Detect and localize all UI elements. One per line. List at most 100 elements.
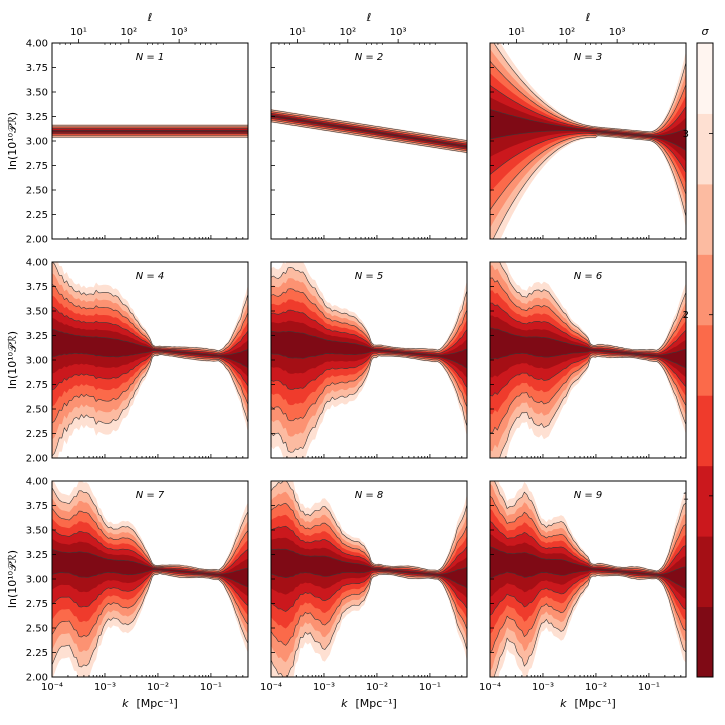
colorbar-segment — [697, 183, 713, 255]
sigma-band — [52, 549, 248, 587]
y-tick-label: 4.00 — [26, 39, 48, 50]
contour-line — [490, 108, 686, 151]
sigma-band — [490, 97, 686, 162]
top-tick-label: 10³ — [609, 27, 626, 38]
panel: N = 6 — [489, 261, 687, 459]
contour-line — [271, 112, 467, 150]
x-tick-label: 10⁻³ — [94, 682, 116, 693]
contour-bands — [490, 43, 686, 239]
contour-line — [52, 486, 248, 668]
colorbar: 1 2 3 σ — [683, 25, 714, 678]
contour-line — [52, 507, 248, 638]
contour-line — [271, 114, 467, 148]
sigma-band — [490, 546, 686, 589]
y-tick-label: 2.00 — [26, 235, 48, 246]
contour-line — [490, 327, 686, 369]
contour-line — [271, 309, 467, 390]
y-tick-label: 2.75 — [26, 599, 48, 610]
y-tick-label: 4.00 — [26, 477, 48, 488]
sigma-band — [271, 549, 467, 588]
contour-line — [490, 302, 686, 397]
y-tick-label: 3.00 — [26, 356, 48, 367]
colorbar-tick-label: 1 — [683, 491, 689, 502]
y-tick-label: 2.50 — [26, 624, 48, 635]
colorbar-segment — [697, 395, 713, 467]
colorbar-segment — [697, 43, 713, 114]
panels-group: N = 1 2.00 2.25 2.50 2.75 3.00 3.25 3.50 3.75 4.0… — [6, 11, 687, 710]
sigma-band — [52, 329, 248, 368]
x-axis-label: k [Mpc⁻¹] — [341, 697, 397, 710]
panel: N = 2 10¹ 10² 10³ ℓ — [270, 11, 468, 240]
colorbar-frame — [696, 42, 714, 678]
y-tick-label: 2.75 — [26, 161, 48, 172]
y-tick-label: 3.50 — [26, 88, 48, 99]
panel-label: N = 8 — [355, 490, 384, 501]
x-tick-label: 10⁻⁴ — [479, 682, 501, 693]
y-tick-label: 2.25 — [26, 210, 48, 221]
contour-bands — [271, 108, 467, 154]
contour-line — [52, 130, 248, 133]
contour-bands — [52, 262, 248, 458]
contour-line — [271, 481, 467, 677]
x-tick-label: 10⁻⁴ — [260, 682, 282, 693]
contour-bands — [490, 481, 686, 677]
top-tick-label: 10¹ — [289, 27, 306, 38]
contour-line — [52, 124, 248, 138]
x-tick-label: 10⁻³ — [313, 682, 335, 693]
contour-line — [52, 306, 248, 391]
contour-line — [490, 495, 686, 654]
sigma-band — [490, 315, 686, 378]
x-tick-label: 10⁻¹ — [638, 682, 660, 693]
contour-line — [52, 528, 248, 608]
contour-bands — [271, 262, 467, 458]
panel-label: N = 1 — [136, 52, 165, 63]
y-tick-label: 3.75 — [26, 501, 48, 512]
contour-line — [52, 283, 248, 424]
colorbar-segment — [697, 536, 713, 608]
y-tick-label: 2.00 — [26, 454, 48, 465]
y-tick-label: 2.25 — [26, 648, 48, 659]
contour-line — [490, 481, 686, 677]
contour-line — [52, 128, 248, 135]
x-tick-label: 10⁻¹ — [419, 682, 441, 693]
contour-line — [490, 546, 686, 589]
y-tick-label: 3.00 — [26, 575, 48, 586]
colorbar-segment — [697, 254, 713, 326]
colorbar-segment — [697, 465, 713, 537]
y-tick-label: 3.25 — [26, 331, 48, 342]
contour-line — [490, 262, 686, 458]
panel: N = 9 10⁻⁴ 10⁻³ 10⁻² 10⁻¹ k [Mpc⁻¹] — [479, 480, 687, 710]
top-axis-label: ℓ — [147, 11, 153, 24]
y-axis-label: ln(10¹⁰𝒫ℛ) — [6, 331, 19, 389]
contour-line — [271, 548, 467, 589]
contour-bands — [52, 481, 248, 677]
panel-frame — [51, 42, 249, 240]
contour-line — [490, 84, 686, 176]
panel-label: N = 5 — [355, 271, 384, 282]
top-axis-label: ℓ — [585, 11, 591, 24]
panel-label: N = 7 — [136, 490, 165, 501]
y-tick-label: 2.50 — [26, 186, 48, 197]
contour-line — [271, 525, 467, 612]
top-tick-label: 10¹ — [508, 27, 525, 38]
top-tick-label: 10² — [558, 27, 575, 38]
y-tick-label: 3.75 — [26, 282, 48, 293]
y-tick-label: 4.00 — [26, 258, 48, 269]
top-tick-label: 10¹ — [70, 27, 87, 38]
panel-label: N = 3 — [574, 52, 603, 63]
y-tick-label: 2.50 — [26, 405, 48, 416]
y-tick-label: 3.00 — [26, 137, 48, 148]
y-axis-label: ln(10¹⁰𝒫ℛ) — [6, 550, 19, 608]
y-tick-label: 2.00 — [26, 673, 48, 684]
y-tick-label: 2.75 — [26, 380, 48, 391]
colorbar-tick-label: 2 — [683, 310, 689, 321]
x-tick-label: 10⁻² — [147, 682, 169, 693]
contour-line — [52, 548, 248, 588]
contour-bands — [52, 124, 248, 139]
contour-line — [490, 520, 686, 616]
panel: N = 8 10⁻⁴ 10⁻³ 10⁻² 10⁻¹ k [Mpc⁻¹] — [260, 480, 468, 710]
panel: N = 5 — [270, 261, 468, 459]
panel: N = 3 10¹ 10² 10³ ℓ — [489, 11, 687, 240]
contour-line — [52, 262, 248, 457]
contour-line — [490, 277, 686, 434]
